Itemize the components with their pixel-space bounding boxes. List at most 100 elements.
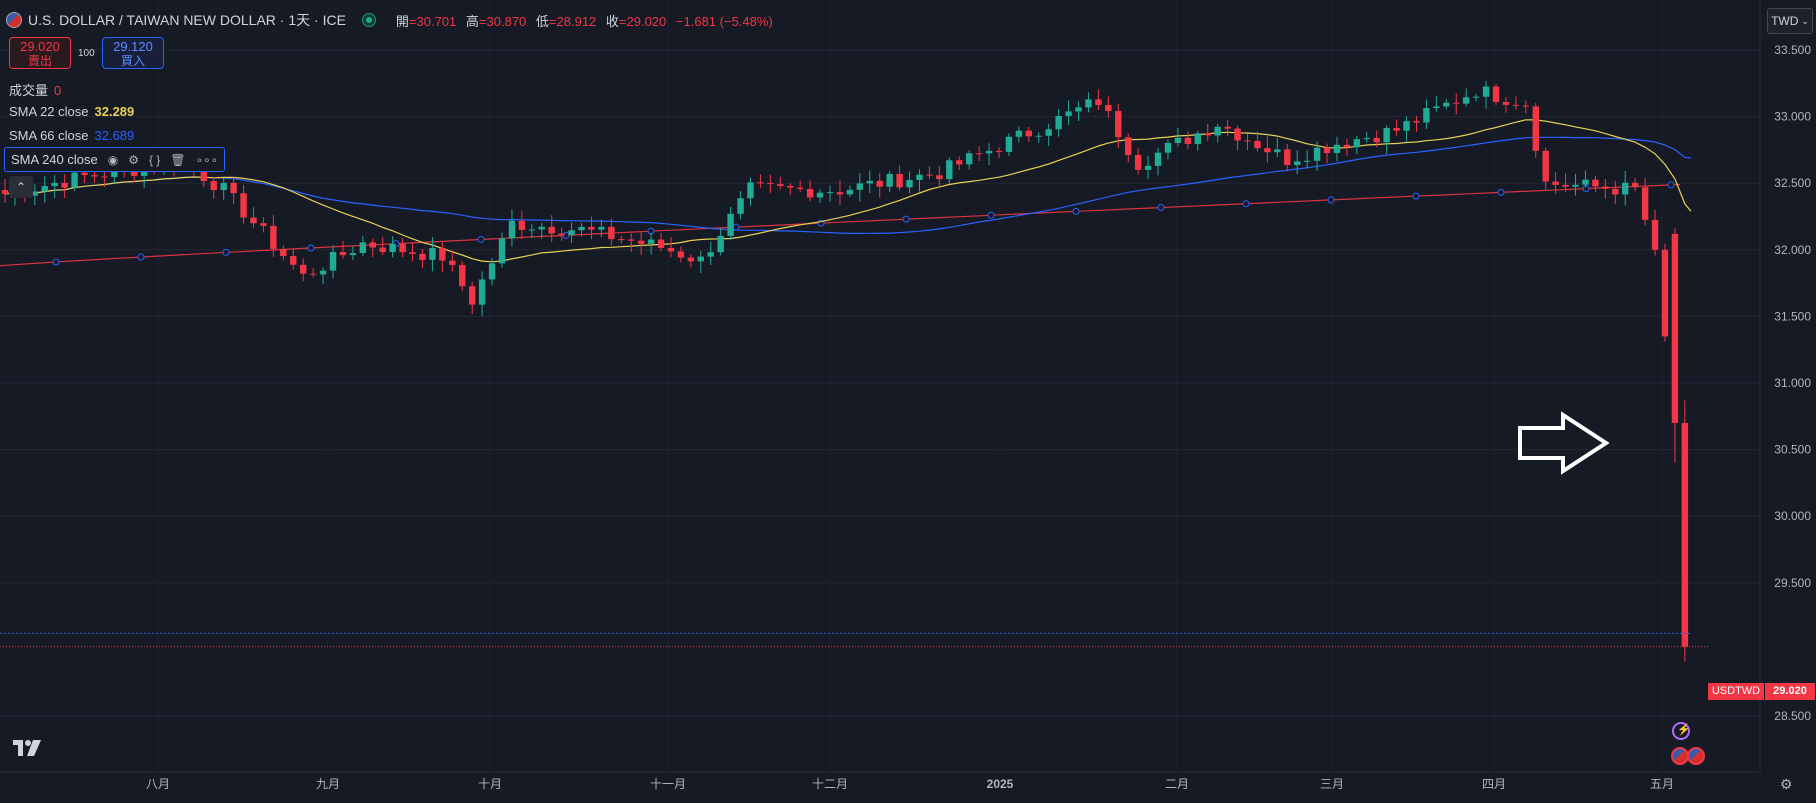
- candle-body: [1264, 148, 1271, 153]
- candle-body: [1433, 106, 1440, 109]
- candle-body: [1393, 128, 1400, 131]
- sma240-path: [0, 183, 1681, 267]
- sma240-marker: [987, 211, 995, 219]
- gear-icon[interactable]: ⚙: [128, 152, 139, 167]
- candle-body: [1681, 422, 1689, 647]
- candle-body: [896, 173, 903, 188]
- candle-body: [240, 193, 247, 218]
- candle-body: [1453, 102, 1460, 104]
- candle-body: [936, 175, 943, 180]
- candle-body: [1144, 165, 1152, 170]
- market-status-icon[interactable]: [361, 13, 376, 27]
- candle-body: [81, 172, 88, 176]
- event-lightning-icon[interactable]: ⚡: [1672, 722, 1691, 740]
- more-icon[interactable]: ∘∘∘: [195, 152, 219, 167]
- candle-body: [1025, 130, 1033, 137]
- sma22-path: [4, 119, 1692, 263]
- event-flag-icon[interactable]: [1687, 747, 1705, 765]
- price-tag-symbol: USDTWD: [1708, 683, 1764, 700]
- candle-body: [1492, 86, 1500, 102]
- candle-body: [468, 286, 476, 305]
- candle-body: [707, 252, 714, 257]
- candle-body: [399, 243, 406, 253]
- candle-body: [1502, 101, 1510, 105]
- candle-body: [498, 238, 506, 264]
- candle-body: [677, 251, 685, 258]
- sell-price: 29.020: [20, 39, 60, 54]
- candle-body: [1512, 104, 1520, 106]
- candle-body: [1234, 128, 1241, 141]
- collapse-legend-button[interactable]: ⌃: [9, 176, 33, 198]
- code-icon[interactable]: { }: [148, 152, 161, 167]
- candle-body: [71, 172, 78, 188]
- volume-indicator[interactable]: 成交量 0: [9, 83, 62, 98]
- candle-body: [956, 160, 963, 165]
- candle-body: [449, 260, 456, 265]
- candle-body: [131, 168, 138, 176]
- candle-body: [1373, 137, 1380, 143]
- candle-body: [687, 257, 695, 262]
- candle-body: [906, 179, 913, 188]
- candle-body: [816, 192, 824, 198]
- candle-body: [975, 153, 983, 155]
- sma240-line: [0, 181, 1681, 267]
- candle-body: [787, 185, 794, 188]
- candle-body: [1244, 140, 1251, 142]
- trade-quantity[interactable]: 100: [78, 48, 95, 59]
- y-axis-panel: [1760, 0, 1816, 803]
- candle-body: [1353, 139, 1361, 148]
- candle-body: [1622, 182, 1629, 195]
- overlays: [0, 411, 1708, 648]
- buy-button[interactable]: 29.120 買入: [102, 37, 164, 69]
- candle-body: [1671, 233, 1679, 423]
- candle-body: [588, 226, 595, 230]
- candle-body: [439, 247, 446, 261]
- candle-body: [91, 175, 98, 177]
- sma240-marker: [1157, 204, 1165, 212]
- candle-body: [618, 239, 625, 241]
- candle-body: [1105, 104, 1112, 111]
- sma240-marker: [1072, 207, 1080, 215]
- y-tick-label: 31.500: [1774, 309, 1811, 323]
- trash-icon[interactable]: 🗑: [170, 152, 186, 167]
- candle-body: [876, 180, 883, 187]
- candle-body: [598, 226, 605, 230]
- sma66-indicator[interactable]: SMA 66 close 32.689: [9, 128, 135, 143]
- candle-body: [230, 182, 237, 194]
- sell-button[interactable]: 29.020 賣出: [9, 37, 71, 69]
- currency-button[interactable]: TWD ⌄: [1767, 8, 1813, 34]
- candle-body: [1284, 149, 1291, 166]
- candle-body: [1194, 133, 1201, 144]
- candle-body: [667, 247, 675, 252]
- candle-body: [538, 226, 545, 230]
- candle-body: [1184, 137, 1192, 144]
- sma240-indicator[interactable]: SMA 240 close ◉ ⚙ { } 🗑 ∘∘∘: [4, 147, 226, 172]
- candle-body: [777, 184, 784, 186]
- candle-body: [856, 183, 864, 190]
- symbol-title[interactable]: U.S. DOLLAR / TAIWAN NEW DOLLAR · 1天 · I…: [28, 12, 346, 28]
- candle-body: [757, 182, 764, 184]
- candle-body: [1532, 106, 1539, 151]
- sma240-marker: [732, 223, 740, 231]
- candle-body: [637, 240, 645, 244]
- candle-body: [339, 252, 347, 256]
- sma22-line: [4, 119, 1692, 263]
- candle-body: [409, 252, 416, 254]
- eye-icon[interactable]: ◉: [107, 152, 119, 167]
- settings-gear-icon[interactable]: ⚙: [1780, 776, 1793, 792]
- candle-body: [1045, 129, 1052, 136]
- candle-body: [836, 192, 844, 195]
- candle-body: [1154, 152, 1162, 166]
- buy-label: 買入: [120, 54, 145, 68]
- y-axis: 33.500 33.000 32.500 32.000 31.500 31.000 30.5…: [1759, 0, 1816, 803]
- sma240-marker: [222, 248, 230, 256]
- sma240-marker: [1497, 188, 1505, 196]
- x-axis: 八月 九月 十月 十一月 十二月 2025 二月 三月 四月 五月: [146, 777, 1674, 791]
- sma22-indicator[interactable]: SMA 22 close 32.289: [9, 104, 135, 119]
- candle-body: [1065, 111, 1072, 116]
- candle-body: [727, 213, 734, 236]
- candle-body: [657, 239, 665, 248]
- candle-body: [1661, 249, 1669, 337]
- x-tick-label: 五月: [1650, 777, 1674, 791]
